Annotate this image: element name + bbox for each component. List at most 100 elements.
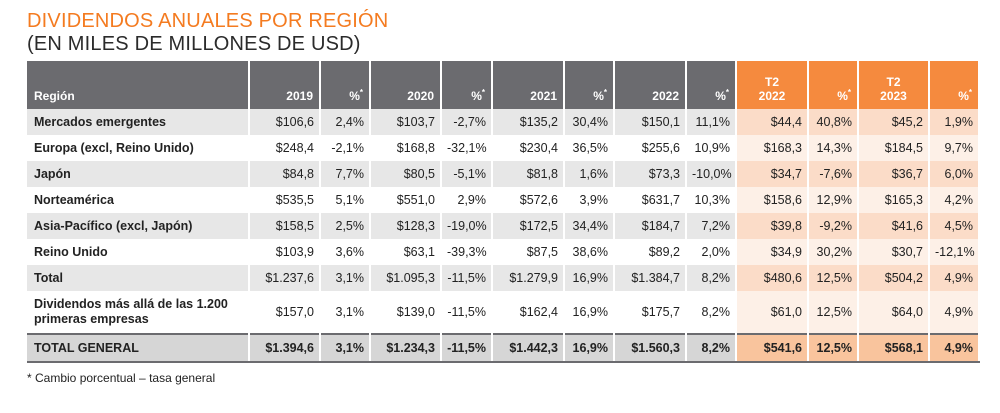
table-row: Asia-Pacífico (excl, Japón) $158,5 2,5% $12…: [27, 213, 980, 239]
cell-pct: 30,2%: [808, 239, 859, 265]
cell-pct: 14,3%: [808, 135, 859, 161]
header-2022: 2022: [614, 61, 687, 109]
header-region: Región: [27, 61, 250, 109]
cell-value: $150,1: [614, 109, 687, 135]
cell-value: $504,2: [858, 265, 930, 291]
cell-value: $1.394,6: [249, 333, 321, 363]
cell-pct: 2,5%: [320, 213, 371, 239]
cell-value: $165,3: [858, 187, 930, 213]
cell-value: $63,1: [370, 239, 442, 265]
cell-value: $184,5: [858, 135, 930, 161]
header-pct: %*: [686, 61, 737, 109]
cell-pct: 16,9%: [564, 265, 615, 291]
cell-pct: 3,9%: [564, 187, 615, 213]
cell-value: $158,5: [249, 213, 321, 239]
cell-value: $135,2: [492, 109, 565, 135]
cell-value: $103,9: [249, 239, 321, 265]
cell-pct: 16,9%: [564, 291, 615, 334]
table-row: TOTAL GENERAL $1.394,6 3,1% $1.234,3 -11,5% $…: [27, 333, 980, 363]
cell-pct: 34,4%: [564, 213, 615, 239]
cell-value: $1.237,6: [249, 265, 321, 291]
cell-value: $158,6: [736, 187, 809, 213]
cell-value: $1.384,7: [614, 265, 687, 291]
cell-pct: 6,0%: [929, 161, 980, 187]
cell-value: $34,9: [736, 239, 809, 265]
table-row: Mercados emergentes $106,6 2,4% $103,7 -2,7%…: [27, 109, 980, 135]
row-region: Total: [27, 265, 250, 291]
header-row: Región 2019 %* 2020 %* 2021 %* 2022 %* T…: [27, 61, 980, 109]
header-pct: %*: [564, 61, 615, 109]
table-row: Total $1.237,6 3,1% $1.095,3 -11,5% $1.279,9 1…: [27, 265, 980, 291]
cell-pct: 36,5%: [564, 135, 615, 161]
dividends-table: Región 2019 %* 2020 %* 2021 %* 2022 %* T…: [27, 61, 980, 363]
cell-pct: -2,7%: [441, 109, 493, 135]
cell-value: $248,4: [249, 135, 321, 161]
cell-value: $73,3: [614, 161, 687, 187]
cell-pct: 4,9%: [929, 333, 980, 363]
cell-value: $175,7: [614, 291, 687, 334]
cell-pct: -11,5%: [441, 333, 493, 363]
cell-value: $172,5: [492, 213, 565, 239]
cell-pct: 8,2%: [686, 265, 737, 291]
cell-pct: 8,2%: [686, 291, 737, 334]
cell-value: $103,7: [370, 109, 442, 135]
cell-value: $139,0: [370, 291, 442, 334]
cell-value: $44,4: [736, 109, 809, 135]
cell-value: $41,6: [858, 213, 930, 239]
cell-value: $168,3: [736, 135, 809, 161]
cell-pct: 4,9%: [929, 291, 980, 334]
table-row: Norteamérica $535,5 5,1% $551,0 2,9% $572,6 3,…: [27, 187, 980, 213]
row-region: Mercados emergentes: [27, 109, 250, 135]
cell-value: $1.095,3: [370, 265, 442, 291]
header-pct: %*: [320, 61, 371, 109]
row-region: Norteamérica: [27, 187, 250, 213]
cell-pct: 12,5%: [808, 291, 859, 334]
table-row: Reino Unido $103,9 3,6% $63,1 -39,3% $87,5 38,…: [27, 239, 980, 265]
row-region: Japón: [27, 161, 250, 187]
table-row: Japón $84,8 7,7% $80,5 -5,1% $81,8 1,6% $73,3 -1…: [27, 161, 980, 187]
cell-value: $1.279,9: [492, 265, 565, 291]
header-q2-2023: T2 2023: [858, 61, 930, 109]
cell-pct: 3,1%: [320, 265, 371, 291]
row-region: Reino Unido: [27, 239, 250, 265]
cell-value: $255,6: [614, 135, 687, 161]
cell-pct: -11,5%: [441, 291, 493, 334]
cell-value: $1.442,3: [492, 333, 565, 363]
cell-value: $168,8: [370, 135, 442, 161]
cell-pct: 2,4%: [320, 109, 371, 135]
cell-value: $87,5: [492, 239, 565, 265]
cell-pct: 4,5%: [929, 213, 980, 239]
page-subtitle: (EN MILES DE MILLONES DE USD): [27, 33, 361, 55]
cell-value: $81,8: [492, 161, 565, 187]
cell-value: $128,3: [370, 213, 442, 239]
page-title: DIVIDENDOS ANUALES POR REGIÓN: [27, 10, 389, 32]
cell-pct: 3,1%: [320, 291, 371, 334]
cell-pct: 4,2%: [929, 187, 980, 213]
cell-pct: 10,3%: [686, 187, 737, 213]
cell-pct: 5,1%: [320, 187, 371, 213]
header-pct: %*: [808, 61, 859, 109]
cell-pct: -12,1%: [929, 239, 980, 265]
table-row: Europa (excl, Reino Unido) $248,4 -2,1% $16…: [27, 135, 980, 161]
cell-value: $230,4: [492, 135, 565, 161]
cell-pct: 40,8%: [808, 109, 859, 135]
cell-value: $551,0: [370, 187, 442, 213]
cell-value: $1.234,3: [370, 333, 442, 363]
cell-value: $184,7: [614, 213, 687, 239]
cell-pct: 7,2%: [686, 213, 737, 239]
cell-pct: -19,0%: [441, 213, 493, 239]
header-q2-2022: T2 2022: [736, 61, 809, 109]
footnote: * Cambio porcentual – tasa general: [27, 371, 216, 385]
cell-pct: -11,5%: [441, 265, 493, 291]
cell-pct: -2,1%: [320, 135, 371, 161]
header-2021: 2021: [492, 61, 565, 109]
cell-value: $162,4: [492, 291, 565, 334]
cell-value: $572,6: [492, 187, 565, 213]
cell-pct: 2,9%: [441, 187, 493, 213]
cell-value: $84,8: [249, 161, 321, 187]
cell-pct: -9,2%: [808, 213, 859, 239]
cell-pct: 3,6%: [320, 239, 371, 265]
cell-value: $34,7: [736, 161, 809, 187]
cell-value: $631,7: [614, 187, 687, 213]
